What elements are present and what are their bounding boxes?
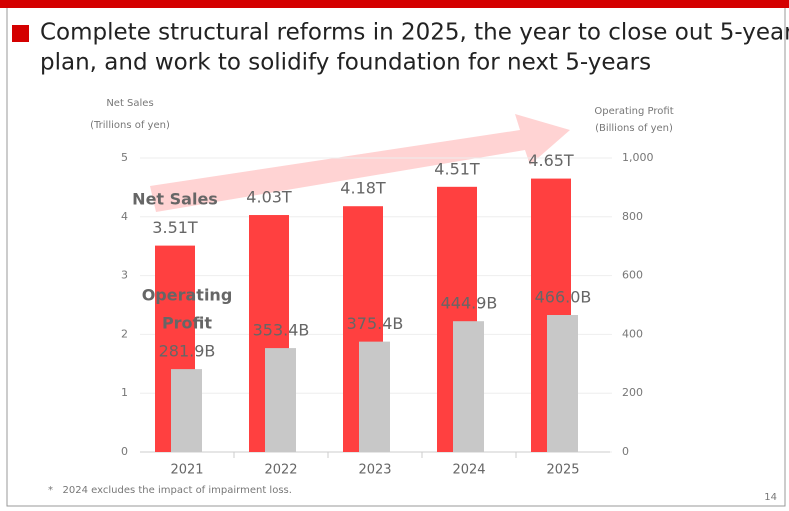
bullet <box>12 25 29 42</box>
y-tick-label: 4 <box>121 210 128 223</box>
y-tick-label: 1 <box>121 386 128 399</box>
title-line: Complete structural reforms in 2025, the… <box>40 20 789 46</box>
value-label: 4.51T <box>434 159 480 178</box>
y2-tick-label: 400 <box>622 327 643 340</box>
page-number: 14 <box>764 492 777 503</box>
value-label: 353.4B <box>253 321 310 340</box>
y2-tick-label: 0 <box>622 445 629 458</box>
annotation: Net Sales <box>132 190 218 209</box>
value-label: 4.03T <box>246 188 292 207</box>
y2-axis-label: (Billions of yen) <box>595 123 673 134</box>
annotation: Profit <box>162 314 212 333</box>
x-tick-label: 2023 <box>358 463 391 478</box>
x-tick-label: 2021 <box>170 463 203 478</box>
y-tick-label: 5 <box>121 151 128 164</box>
top-bar <box>0 0 789 8</box>
y-axis-label: Net Sales <box>106 98 153 109</box>
value-label: 444.9B <box>441 294 498 313</box>
bar <box>265 348 296 452</box>
y2-tick-label: 800 <box>622 210 643 223</box>
value-label: 4.18T <box>340 179 386 198</box>
x-tick-label: 2024 <box>452 463 485 478</box>
trend-arrow <box>150 114 570 212</box>
bar <box>171 369 202 452</box>
y-tick-label: 3 <box>121 269 128 282</box>
y-tick-label: 2 <box>121 327 128 340</box>
y2-tick-label: 200 <box>622 386 643 399</box>
y2-tick-label: 600 <box>622 269 643 282</box>
footnote: * 2024 excludes the impact of impairment… <box>48 485 292 496</box>
y-tick-label: 0 <box>121 445 128 458</box>
y-axis-label: (Trillions of yen) <box>90 120 170 131</box>
y2-axis-label: Operating Profit <box>594 106 673 117</box>
x-tick-label: 2022 <box>264 463 297 478</box>
x-tick-label: 2025 <box>546 463 579 478</box>
bar <box>547 314 578 452</box>
value-label: 466.0B <box>535 287 592 306</box>
value-label: 3.51T <box>152 218 198 237</box>
value-label: 375.4B <box>347 314 404 333</box>
annotation: Operating <box>142 286 233 305</box>
bar <box>359 341 390 452</box>
bar <box>453 321 484 452</box>
value-label: 4.65T <box>528 151 574 170</box>
frame <box>6 8 786 507</box>
value-label: 281.9B <box>159 342 216 361</box>
y2-tick-label: 1,000 <box>622 151 654 164</box>
title-line: plan, and work to solidify foundation fo… <box>40 50 651 76</box>
